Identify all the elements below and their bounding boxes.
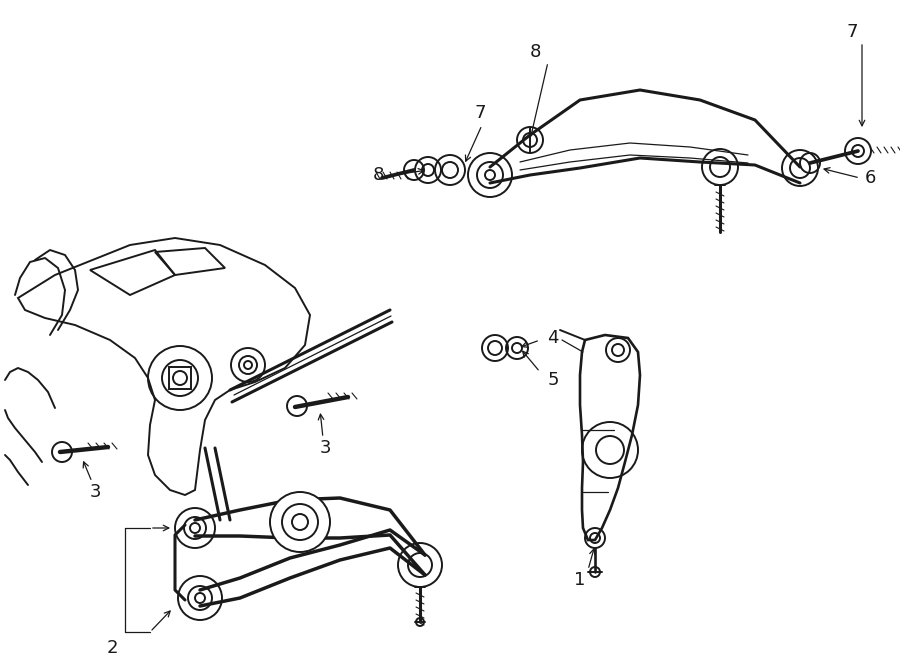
Text: 4: 4 bbox=[547, 329, 559, 347]
Polygon shape bbox=[18, 238, 310, 495]
Text: 7: 7 bbox=[474, 104, 486, 122]
Text: 8: 8 bbox=[373, 166, 383, 184]
Text: 3: 3 bbox=[89, 483, 101, 501]
Text: 3: 3 bbox=[320, 439, 331, 457]
Text: 1: 1 bbox=[574, 571, 586, 589]
Text: 5: 5 bbox=[547, 371, 559, 389]
Text: 7: 7 bbox=[846, 23, 858, 41]
Text: 8: 8 bbox=[529, 43, 541, 61]
Bar bbox=[169, 367, 191, 389]
Text: 2: 2 bbox=[106, 639, 118, 657]
Text: 6: 6 bbox=[864, 169, 876, 187]
Circle shape bbox=[270, 492, 330, 552]
